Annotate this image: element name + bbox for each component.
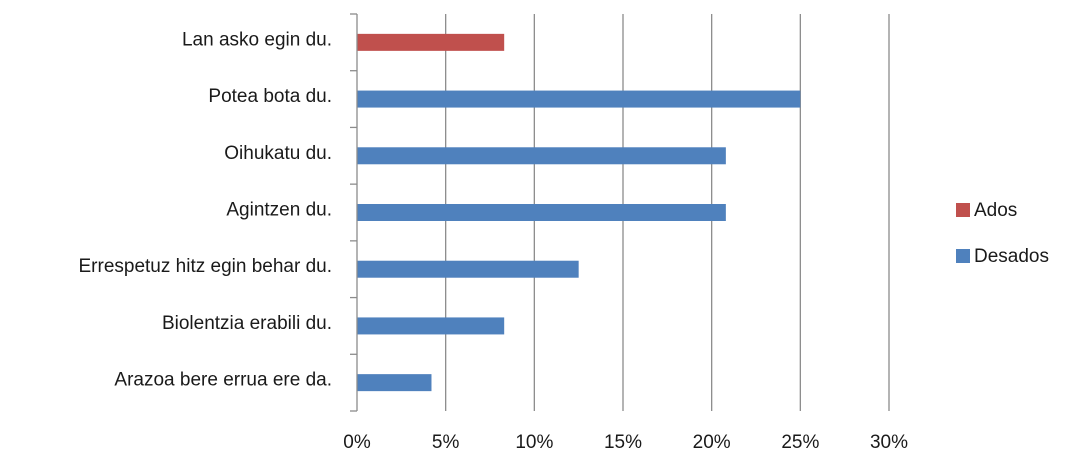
category-label: Errespetuz hitz egin behar du. (79, 256, 333, 277)
category-axis (350, 13, 358, 412)
category-labels: Lan asko egin du. Potea bota du. Oihukatu … (79, 29, 333, 390)
legend-swatch-ados (956, 203, 970, 217)
category-label: Potea bota du. (208, 86, 332, 107)
legend-swatch-desados (956, 249, 970, 263)
category-label: Agintzen du. (226, 200, 332, 221)
legend: Ados Desados (956, 200, 1049, 267)
bar-desados (357, 317, 505, 335)
category-label: Lan asko egin du. (182, 29, 332, 50)
x-tick-label: 10% (515, 432, 553, 453)
category-label: Biolentzia erabili du. (162, 313, 332, 334)
x-tick-label: 5% (432, 432, 460, 453)
legend-label-ados: Ados (974, 200, 1017, 221)
value-axis-tick-labels: 0% 5% 10% 15% 20% 25% 30% (343, 432, 908, 453)
bar-desados (357, 204, 726, 221)
bars (357, 33, 801, 392)
x-tick-label: 0% (343, 432, 371, 453)
bar-desados (357, 374, 432, 392)
x-tick-label: 15% (604, 432, 642, 453)
category-label: Arazoa bere errua ere da. (114, 370, 332, 391)
x-tick-label: 25% (781, 432, 819, 453)
bar-desados (357, 147, 726, 165)
legend-label-desados: Desados (974, 246, 1049, 267)
category-label: Oihukatu du. (224, 143, 332, 164)
bar-ados (357, 33, 505, 51)
bar-desados (357, 260, 579, 278)
bar-desados (357, 90, 801, 108)
x-tick-label: 30% (870, 432, 908, 453)
x-tick-label: 20% (693, 432, 731, 453)
